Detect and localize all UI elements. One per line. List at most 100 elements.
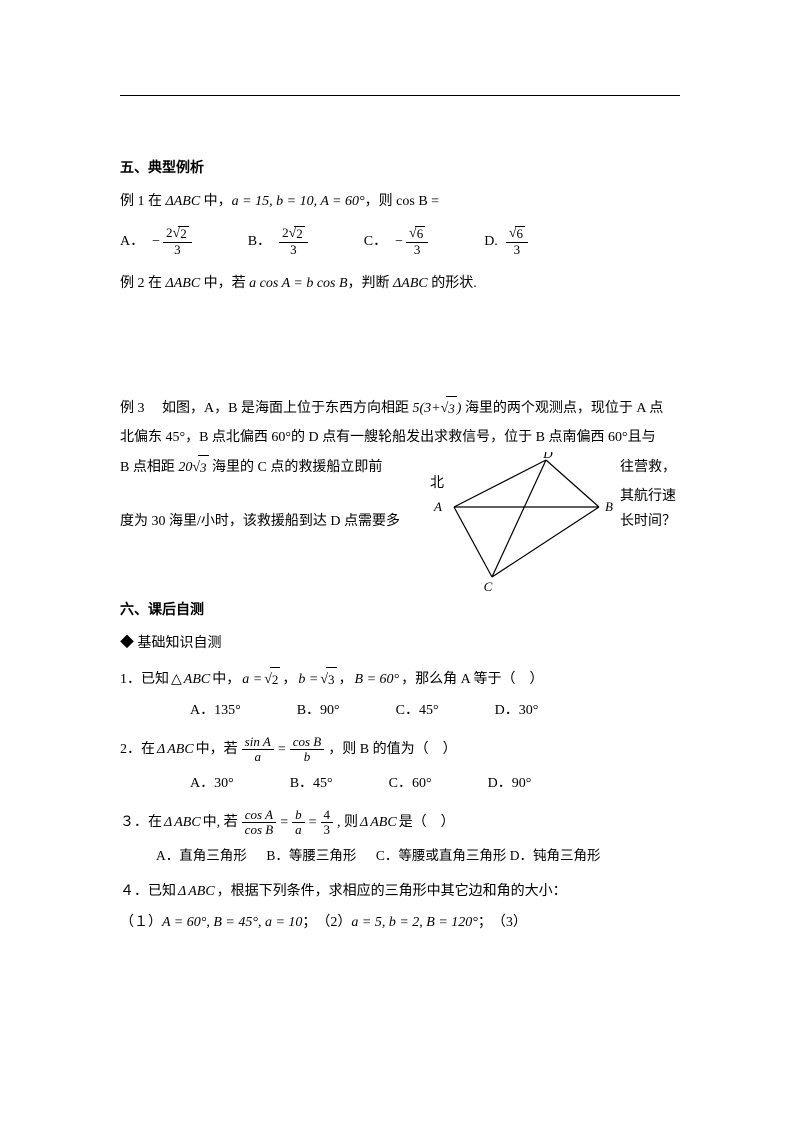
ex2-prefix: 例 2 在 <box>120 276 166 291</box>
ex1-givens: a = 15, b = 10, A = 60° <box>232 194 365 209</box>
svg-text:北: 北 <box>430 475 444 491</box>
q2-opt-d: D．90° <box>488 771 532 796</box>
q1-a-rad: 2 <box>270 667 281 691</box>
ex3-line1: 例 3 如图，A，B 是海面上位于东西方向相距 5(3+√3) 海里的两个观测点… <box>120 396 680 421</box>
q1-opt-b: B．90° <box>297 698 340 723</box>
example-1-stem: 例 1 在 ΔABC 中，a = 15, b = 10, A = 60°，则 c… <box>120 189 680 214</box>
q2-delta: Δ <box>157 737 165 762</box>
q3-opt-d: D．钝角三角形 <box>510 848 601 863</box>
q2-lhs-num: sin A <box>242 735 274 750</box>
q4-sub1: A = 60°, B = 45°, a = 10 <box>162 915 302 930</box>
ex1-d-rad: 6 <box>515 226 526 241</box>
ex3-expr: 5(3+√3) <box>412 401 461 416</box>
q4-sub1-label: （１） <box>120 915 162 930</box>
q2-eq: = <box>278 737 286 762</box>
q4-triangle: ABC <box>188 879 214 904</box>
q3-lhs-den: cos B <box>242 823 277 837</box>
q1-c1: ， <box>282 667 296 692</box>
q4-subs: （１）A = 60°, B = 45°, a = 10； （2）a = 5, b… <box>120 910 680 935</box>
q4-prefix: ４．已知 <box>120 879 176 904</box>
section-6-title: 六、课后自测 <box>120 598 680 623</box>
q2-options: A．30° B．45° C．60° D．90° <box>120 771 680 796</box>
q1-tri: △ <box>171 667 182 692</box>
q4-sep: ； （2） <box>302 915 351 930</box>
ex1-c-frac: √6 3 <box>406 226 428 257</box>
svg-text:D: D <box>542 452 553 461</box>
q1-triangle: ABC <box>184 667 210 692</box>
q3-prefix: ３．在 <box>120 810 162 835</box>
ex1-b-den: 3 <box>287 243 300 257</box>
q2-tail: ，则 B 的值为（ ） <box>328 737 456 762</box>
ex3-line1b: 海里的两个观测点，现位于 A 点 <box>461 401 663 416</box>
q3-stem: ３．在 ΔABC 中, 若 cos Acos B = ba = 43 , 则 Δ… <box>120 808 680 838</box>
q3-opt-a: A．直角三角形 <box>156 848 247 863</box>
ex2-mid: 中，若 <box>200 276 249 291</box>
ex1-mid: 中， <box>200 194 232 209</box>
ex1-d-den: 3 <box>511 243 524 257</box>
example-3-block: 例 3 如图，A，B 是海面上位于东西方向相距 5(3+√3) 海里的两个观测点… <box>120 396 680 538</box>
q3-opt-b: B．等腰三角形 <box>266 848 356 863</box>
q4-sub2: a = 5, b = 2, B = 120° <box>351 915 478 930</box>
ex3-line3a: B 点相距 <box>120 460 178 475</box>
ex3-line3-right: 往营救， <box>620 455 680 480</box>
ex1-b-rad: 2 <box>294 226 305 241</box>
q2-triangle: ABC <box>167 737 193 762</box>
ex1-d-label: D. <box>484 229 498 254</box>
q2-prefix: 2．在 <box>120 737 155 762</box>
section-6-block: 六、课后自测 ◆ 基础知识自测 1．已知 △ABC 中， a = √2， b =… <box>120 598 680 935</box>
q2-lhs-den: a <box>251 750 264 764</box>
q1-opt-a: A．135° <box>190 698 241 723</box>
q3-mid-den: a <box>292 823 305 837</box>
svg-text:C: C <box>484 579 493 592</box>
q4-tail2: ； （3） <box>478 915 527 930</box>
ex1-b-frac: 2√2 3 <box>279 226 308 257</box>
ex1-opt-a: A． − 2√2 3 <box>120 226 192 257</box>
q2-lhs: sin Aa <box>242 735 274 765</box>
ex3-line1a: 例 3 如图，A，B 是海面上位于东西方向相距 <box>120 401 412 416</box>
q1-b-rad: 3 <box>326 667 337 691</box>
q1-options: A．135° B．90° C．45° D．30° <box>120 698 680 723</box>
q2-rhs: cos Bb <box>290 735 325 765</box>
ex3-line3b: 海里的 C 点的救援船立即前 <box>209 460 383 475</box>
q3-options: A．直角三角形 B．等腰三角形 C．等腰或直角三角形 D．钝角三角形 <box>120 843 680 869</box>
ex1-triangle: ABC <box>174 194 200 209</box>
ex3-line4-right: 其航行速 <box>620 484 680 509</box>
q1-mid: 中， <box>212 667 240 692</box>
q3-lhs: cos Acos B <box>242 808 277 838</box>
ex3-rad: 3 <box>446 396 457 420</box>
q3-sep: , 则 <box>337 810 358 835</box>
ex3-line5-right: 长时间？ <box>620 509 680 534</box>
q3-mid: 中, 若 <box>203 810 238 835</box>
ex1-a-rad: 2 <box>178 226 189 241</box>
q3-delta2: Δ <box>360 810 368 835</box>
ex1-c-rad: 6 <box>415 226 426 241</box>
q2-rhs-den: b <box>301 750 314 764</box>
q4-tail: ，根据下列条件，求相应的三角形中其它边和角的大小： <box>217 879 567 904</box>
ex2-expr: a cos A = b cos B <box>249 276 347 291</box>
q3-eq2: = <box>309 810 317 835</box>
q3-opt-c: C．等腰或直角三角形 <box>376 848 507 863</box>
q2-opt-a: A．30° <box>190 771 234 796</box>
ex3-plus: + <box>431 401 440 416</box>
ex3-line2: 北偏东 45°，B 点北偏西 60°的 D 点有一艘轮船发出求救信号，位于 B … <box>120 425 680 450</box>
section-6-sub: ◆ 基础知识自测 <box>120 631 680 656</box>
svg-text:A: A <box>433 499 442 514</box>
example-2-stem: 例 2 在 ΔABC 中，若 a cos A = b cos B，判断 ΔABC… <box>120 271 680 296</box>
ex1-opt-d: D. √6 3 <box>484 226 528 257</box>
ex2-triangle2: ABC <box>401 276 427 291</box>
ex2-triangle: ABC <box>174 276 200 291</box>
q1-prefix: 1．已知 <box>120 667 169 692</box>
q2-rhs-num: cos B <box>290 735 325 750</box>
q1-opt-d: D．30° <box>495 698 539 723</box>
svg-text:B: B <box>605 499 613 514</box>
example-1-options: A． − 2√2 3 B． 2√2 3 C． − √6 3 D. √6 3 <box>120 226 680 257</box>
q3-rhs-num: 4 <box>321 808 334 823</box>
q3-eq1: = <box>280 810 288 835</box>
q2-mid: 中，若 <box>196 737 238 762</box>
q3-rhs: 43 <box>321 808 334 838</box>
q4-delta: Δ <box>178 879 186 904</box>
ex1-opt-b: B． 2√2 3 <box>248 226 308 257</box>
q3-triangle: ABC <box>174 810 200 835</box>
q3-rhs-den: 3 <box>321 823 334 837</box>
ex3-line3rad: 3 <box>198 455 209 479</box>
